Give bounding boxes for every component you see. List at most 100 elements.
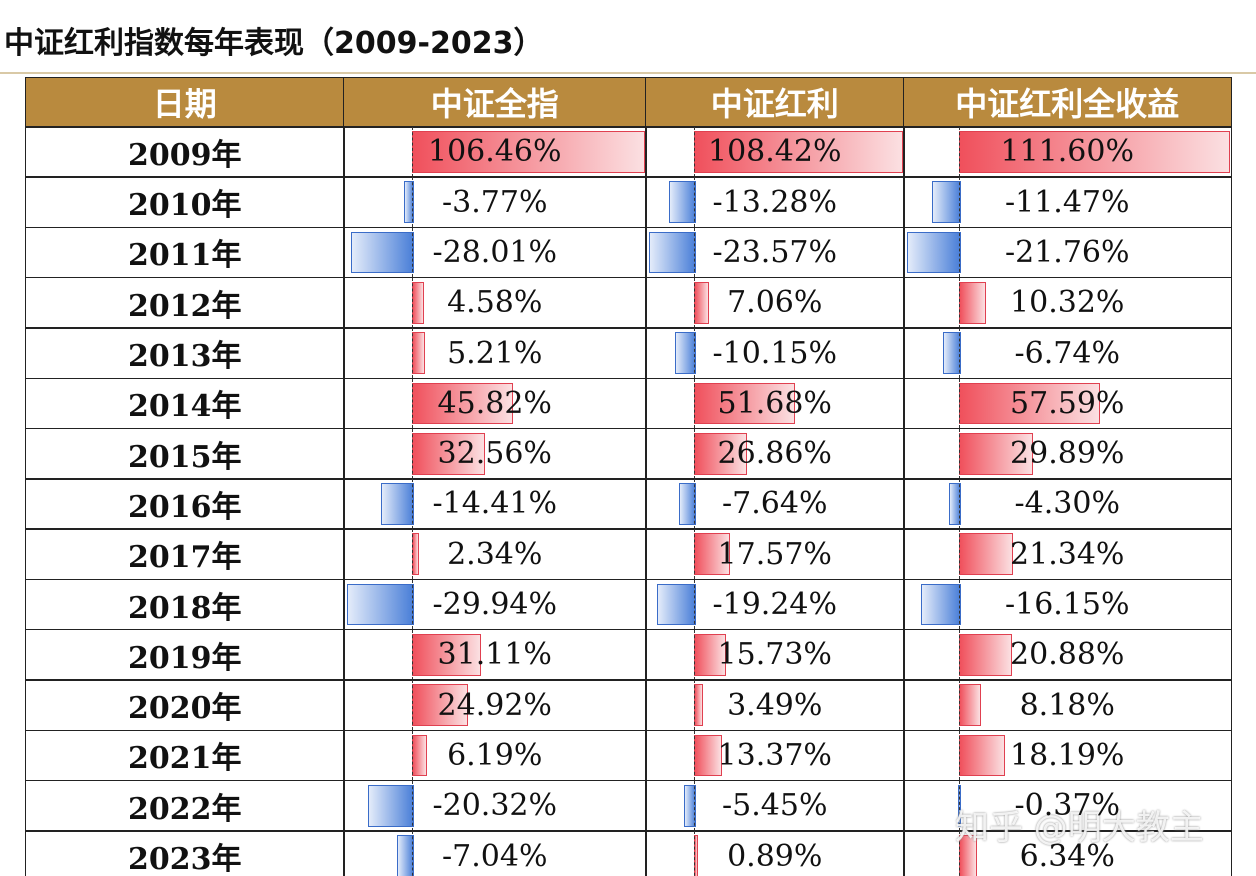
value-cell: 111.60% <box>903 126 1232 178</box>
value-cell: 18.19% <box>903 729 1232 782</box>
value-label: 8.18% <box>1019 687 1115 723</box>
value-cell: -6.74% <box>903 327 1232 379</box>
data-bar <box>949 483 962 525</box>
value-cell: 26.86% <box>645 427 905 480</box>
zero-axis <box>411 277 413 328</box>
value-cell: 57.59% <box>903 377 1232 430</box>
value-cell: 2.34% <box>343 528 647 581</box>
zero-axis <box>694 630 695 680</box>
zero-axis <box>411 177 413 228</box>
value-label: -23.57% <box>712 234 838 270</box>
value-label: 3.49% <box>727 687 823 723</box>
zero-axis <box>959 227 961 278</box>
data-bar <box>694 432 748 475</box>
data-bar <box>367 784 414 827</box>
value-cell: 29.89% <box>903 427 1232 480</box>
zero-axis <box>411 831 413 876</box>
value-label: 17.57% <box>717 536 832 572</box>
zero-axis <box>694 328 695 378</box>
value-cell: 0.89% <box>645 830 905 876</box>
value-label: -20.32% <box>432 788 558 824</box>
year-cell: 2018年 <box>25 578 345 631</box>
data-bar <box>931 181 962 224</box>
value-label: -7.04% <box>442 838 548 874</box>
value-cell: -13.28% <box>645 176 905 229</box>
value-cell: -19.24% <box>645 578 905 631</box>
data-bar <box>347 583 414 626</box>
value-cell: -7.04% <box>343 830 647 876</box>
zero-axis <box>694 378 695 429</box>
value-label: 21.34% <box>1010 536 1125 572</box>
value-label: 108.42% <box>708 134 842 170</box>
value-label: 111.60% <box>1000 134 1134 170</box>
value-cell: 10.32% <box>903 276 1232 329</box>
value-cell: -0.37% <box>903 779 1232 832</box>
data-bar <box>411 684 469 727</box>
value-cell: -20.32% <box>343 779 647 832</box>
value-cell: -21.76% <box>903 226 1232 279</box>
zero-axis <box>411 630 413 680</box>
value-label: 18.19% <box>1010 737 1125 773</box>
zero-axis <box>959 630 961 680</box>
value-label: 106.46% <box>428 134 562 170</box>
value-label: 26.86% <box>717 436 832 472</box>
value-cell: 51.68% <box>645 377 905 430</box>
zero-axis <box>694 227 695 278</box>
zero-axis <box>959 529 961 580</box>
zero-axis <box>959 328 961 378</box>
data-bar <box>411 332 426 374</box>
value-cell: 5.21% <box>343 327 647 379</box>
value-cell: -5.45% <box>645 779 905 832</box>
data-bar <box>959 281 987 324</box>
data-bar <box>694 684 703 727</box>
data-bar <box>959 734 1006 777</box>
value-label: 45.82% <box>437 385 552 421</box>
zero-axis <box>411 579 413 630</box>
value-cell: 6.34% <box>903 830 1232 876</box>
value-cell: 31.11% <box>343 629 647 681</box>
value-cell: 15.73% <box>645 629 905 681</box>
value-cell: 20.88% <box>903 629 1232 681</box>
title: 中证红利指数每年表现（2009-2023） <box>4 26 544 61</box>
year-cell: 2023年 <box>25 830 345 876</box>
zero-axis <box>411 730 413 781</box>
value-cell: -28.01% <box>343 226 647 279</box>
value-cell: -3.77% <box>343 176 647 229</box>
zero-axis <box>694 831 695 876</box>
year-cell: 2014年 <box>25 377 345 430</box>
data-bar <box>679 483 696 525</box>
zero-axis <box>959 579 961 630</box>
value-label: -28.01% <box>432 234 558 270</box>
zero-axis <box>694 428 695 479</box>
year-cell: 2011年 <box>25 226 345 279</box>
rule <box>0 72 1256 74</box>
header-cell: 中证红利 <box>645 77 905 128</box>
value-cell: 13.37% <box>645 729 905 782</box>
value-label: 29.89% <box>1010 436 1125 472</box>
value-label: -6.74% <box>1014 335 1120 371</box>
header-cell: 日期 <box>25 77 345 128</box>
data-bar <box>907 231 962 274</box>
value-label: 2.34% <box>447 536 543 572</box>
data-bar <box>920 583 962 626</box>
value-label: 13.37% <box>717 737 832 773</box>
data-bar <box>694 281 710 324</box>
value-label: -29.94% <box>432 587 558 623</box>
value-label: 5.21% <box>447 335 543 371</box>
value-cell: -16.15% <box>903 578 1232 631</box>
value-cell: 8.18% <box>903 679 1232 732</box>
value-label: 6.19% <box>447 737 543 773</box>
value-cell: -7.64% <box>645 478 905 530</box>
zero-axis <box>959 127 961 177</box>
data-bar <box>959 533 1013 576</box>
zero-axis <box>694 127 695 177</box>
value-cell: 108.42% <box>645 126 905 178</box>
value-label: -16.15% <box>1004 587 1130 623</box>
value-label: 4.58% <box>447 285 543 321</box>
year-cell: 2015年 <box>25 427 345 480</box>
value-label: -4.30% <box>1014 486 1120 522</box>
data-bar <box>380 483 414 525</box>
value-cell: 3.49% <box>645 679 905 732</box>
value-cell: -14.41% <box>343 478 647 530</box>
value-label: -14.41% <box>432 486 558 522</box>
